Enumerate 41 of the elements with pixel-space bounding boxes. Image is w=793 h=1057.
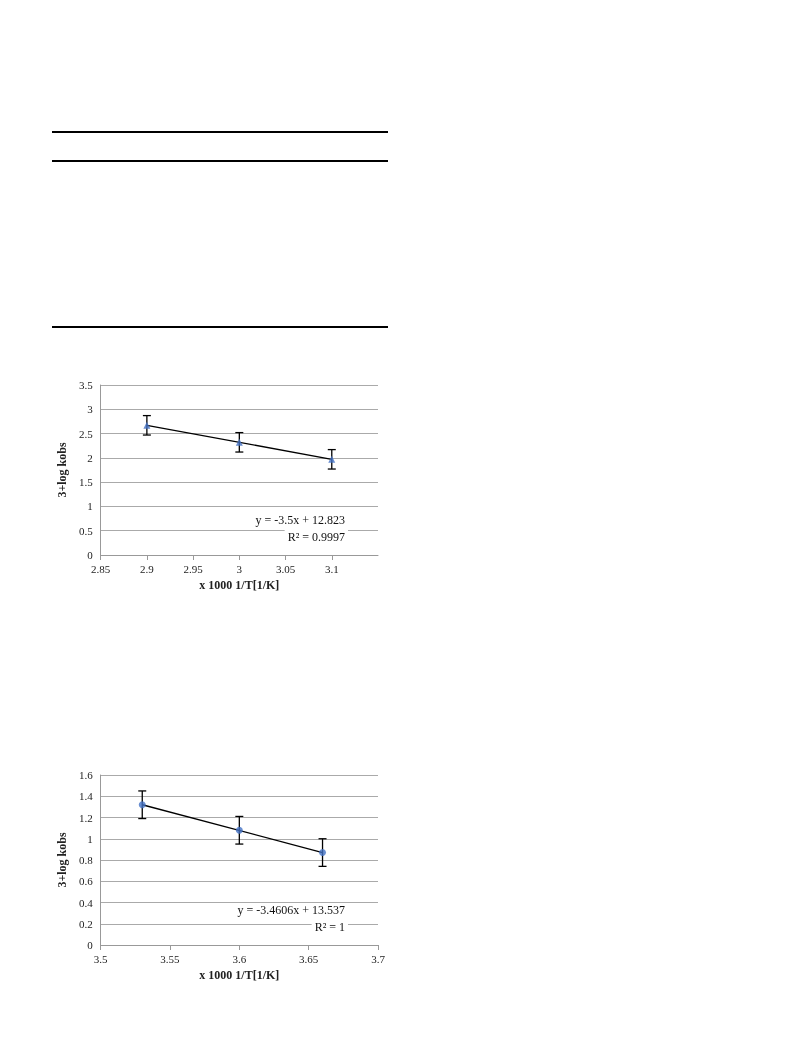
y-tick-label: 1: [87, 500, 93, 513]
y-tick-label: 0.2: [78, 917, 93, 930]
y-tick-label: 2.5: [78, 427, 94, 440]
y-axis-title: 3+log kobs: [55, 832, 69, 888]
y-tick-label: 0.4: [78, 896, 94, 909]
x-tick-label: 2.85: [91, 562, 111, 575]
x-tick-label: 3.1: [324, 562, 339, 575]
x-axis-title: x 1000 1/T[1/K]: [199, 967, 280, 982]
point: [328, 455, 336, 463]
annotation: y = -3.4606x + 13.537: [237, 903, 345, 917]
y-tick-label: 1.6: [78, 769, 94, 781]
x-tick-label: 2.9: [140, 562, 155, 575]
y-tick-label: 0.6: [78, 875, 94, 888]
point: [235, 826, 243, 834]
x-tick-label: 2.95: [183, 562, 204, 575]
y-tick-label: 0.8: [78, 854, 94, 866]
x-tick-label: 3.6: [232, 952, 247, 965]
point: [143, 421, 151, 429]
annotation: R² = 1: [314, 920, 345, 934]
y-tick-label: 2: [87, 451, 93, 464]
x-tick-label: 3.7: [371, 952, 386, 965]
y-tick-label: 1.5: [78, 476, 94, 489]
y-tick-label: 1: [87, 832, 93, 845]
y-tick-label: 0: [87, 549, 94, 561]
annotation: R² = 0.9997: [287, 530, 345, 544]
point: [235, 438, 243, 446]
y-tick-label: 3: [87, 403, 94, 416]
y-tick-label: 1.2: [78, 811, 93, 824]
x-tick-label: 3.55: [160, 952, 181, 965]
annotation: y = -3.5x + 12.823: [255, 513, 345, 527]
y-tick-label: 0: [87, 939, 94, 951]
point: [138, 801, 146, 809]
x-axis-title: x 1000 1/T[1/K]: [199, 577, 280, 592]
y-tick-label: 3.5: [78, 379, 94, 391]
x-tick-label: 3.65: [299, 952, 319, 965]
x-tick-label: 3: [236, 562, 243, 575]
y-axis-title: 3+log kobs: [55, 442, 69, 498]
x-tick-label: 3.05: [275, 562, 296, 575]
point: [319, 849, 327, 857]
y-tick-label: 0.5: [78, 524, 94, 537]
y-tick-label: 1.4: [78, 790, 94, 803]
